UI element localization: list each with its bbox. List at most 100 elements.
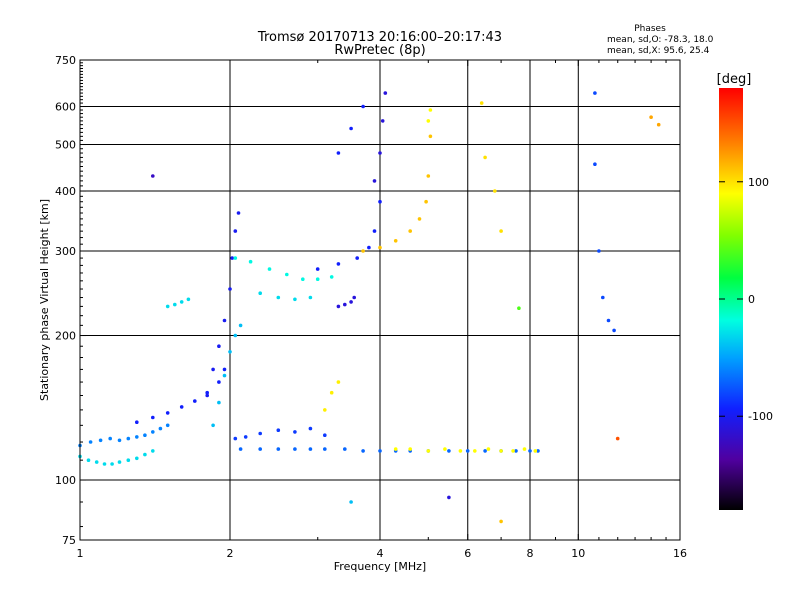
data-point (315, 267, 320, 271)
x-tick-label: 8 (527, 547, 534, 560)
data-point (615, 436, 620, 441)
data-point (352, 295, 357, 300)
data-point (228, 350, 232, 354)
data-point (151, 449, 155, 453)
data-point (211, 367, 215, 372)
data-point (108, 436, 112, 441)
y-tick-label: 200 (55, 330, 76, 343)
y-tick-label: 300 (55, 245, 76, 258)
data-point (336, 380, 341, 384)
data-point (443, 447, 447, 451)
colorbar-ticks: 100 0 -100 (719, 176, 773, 423)
data-point (243, 435, 248, 439)
data-point (528, 449, 532, 453)
data-point (536, 449, 540, 453)
data-point (378, 199, 382, 204)
x-tick-label: 16 (673, 547, 687, 560)
data-point (593, 91, 597, 95)
data-point (143, 433, 147, 438)
colorbar-label: [deg] (717, 72, 752, 87)
data-point (336, 304, 341, 309)
data-point (349, 126, 353, 131)
x-tick-labels: 1 2 4 6 8 10 16 (77, 547, 688, 560)
data-point (426, 449, 431, 453)
data-point (205, 390, 209, 395)
data-point (343, 447, 347, 451)
data-point (367, 245, 371, 250)
data-point (258, 447, 263, 451)
data-point (308, 295, 313, 300)
data-point (336, 262, 341, 266)
data-point (493, 189, 497, 193)
data-point (465, 449, 470, 453)
data-point (428, 108, 433, 112)
data-point (424, 199, 428, 204)
data-point (86, 458, 91, 463)
data-point (126, 436, 131, 441)
x-axis-label: Frequency [MHz] (334, 560, 426, 573)
data-point (276, 428, 281, 433)
data-point (378, 151, 382, 155)
data-point (230, 256, 234, 260)
data-point (308, 447, 313, 451)
data-point (117, 460, 122, 464)
data-point (380, 119, 385, 123)
data-point (479, 101, 484, 105)
data-point (355, 256, 360, 260)
y-tick-label: 600 (55, 101, 76, 114)
data-point (151, 174, 155, 178)
data-point (522, 447, 527, 451)
data-point (473, 449, 477, 453)
y-tick-labels: 75 100 200 300 400 500 600 750 (55, 54, 76, 547)
data-point (361, 449, 365, 453)
data-point (383, 91, 388, 95)
y-tick-label: 500 (55, 139, 76, 152)
data-point (656, 122, 661, 127)
axis-ticks (79, 59, 681, 541)
data-point (612, 328, 616, 333)
data-point (361, 104, 365, 109)
data-point (88, 440, 93, 444)
data-point (186, 297, 191, 302)
data-point (217, 380, 221, 384)
data-point (486, 447, 491, 451)
data-point (233, 229, 238, 233)
data-point (301, 277, 305, 282)
data-point (323, 433, 327, 438)
data-point (393, 239, 398, 243)
x-tick-label: 10 (571, 547, 585, 560)
data-point (179, 405, 184, 409)
data-point (393, 447, 398, 451)
data-point (533, 449, 538, 453)
data-points (78, 91, 661, 524)
data-point (343, 302, 347, 307)
y-tick-label: 100 (55, 474, 76, 487)
data-point (258, 431, 263, 436)
data-point (293, 430, 297, 434)
data-point (426, 119, 431, 123)
y-tick-label: 75 (62, 534, 76, 547)
data-point (98, 438, 103, 443)
grid-lines (80, 60, 680, 540)
data-point (276, 447, 281, 451)
data-point (222, 367, 227, 372)
data-point (408, 447, 413, 451)
data-point (228, 287, 232, 291)
data-point (323, 447, 327, 451)
data-point (258, 291, 263, 296)
data-point (117, 438, 122, 443)
data-point (217, 400, 221, 405)
data-point (233, 256, 238, 260)
data-point (165, 304, 170, 309)
data-point (323, 408, 327, 412)
data-point (378, 449, 382, 453)
x-tick-label: 4 (377, 547, 384, 560)
data-point (135, 456, 139, 461)
data-point (151, 415, 155, 420)
data-point (336, 151, 341, 155)
data-point (158, 426, 163, 431)
data-point (372, 229, 377, 233)
data-point (308, 426, 313, 431)
data-point (293, 447, 297, 451)
